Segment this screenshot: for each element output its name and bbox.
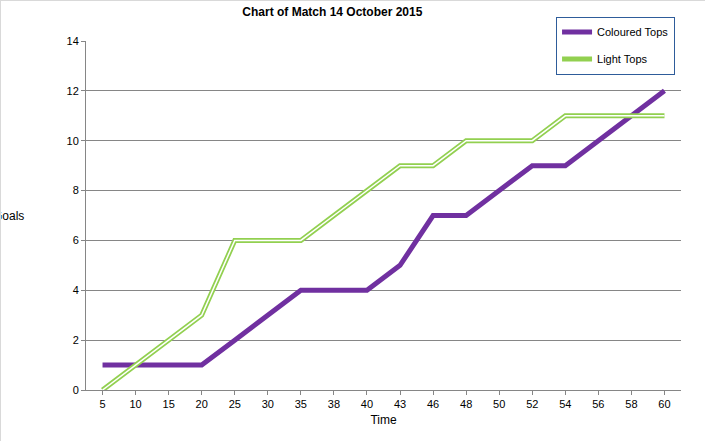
svg-text:35: 35 [295,398,307,410]
svg-text:14: 14 [67,35,79,47]
svg-text:10: 10 [129,398,141,410]
svg-text:6: 6 [73,234,79,246]
svg-text:8: 8 [73,184,79,196]
svg-text:50: 50 [493,398,505,410]
svg-text:56: 56 [592,398,604,410]
svg-text:Time: Time [370,413,397,427]
svg-text:48: 48 [460,398,472,410]
svg-text:15: 15 [163,398,175,410]
svg-text:54: 54 [559,398,571,410]
svg-text:25: 25 [229,398,241,410]
svg-text:20: 20 [196,398,208,410]
svg-text:40: 40 [361,398,373,410]
svg-text:30: 30 [262,398,274,410]
svg-text:Goals: Goals [1,209,24,223]
svg-text:58: 58 [625,398,637,410]
svg-text:38: 38 [328,398,340,410]
svg-text:60: 60 [658,398,670,410]
svg-text:5: 5 [99,398,105,410]
svg-text:4: 4 [73,284,79,296]
svg-text:2: 2 [73,334,79,346]
svg-text:0: 0 [73,384,79,396]
svg-text:Light Tops: Light Tops [597,53,647,65]
svg-text:Chart of Match 14 October 2015: Chart of Match 14 October 2015 [242,5,422,19]
svg-text:43: 43 [394,398,406,410]
svg-text:Coloured Tops: Coloured Tops [597,26,668,38]
svg-text:10: 10 [67,135,79,147]
svg-text:46: 46 [427,398,439,410]
svg-text:12: 12 [67,85,79,97]
svg-text:52: 52 [526,398,538,410]
